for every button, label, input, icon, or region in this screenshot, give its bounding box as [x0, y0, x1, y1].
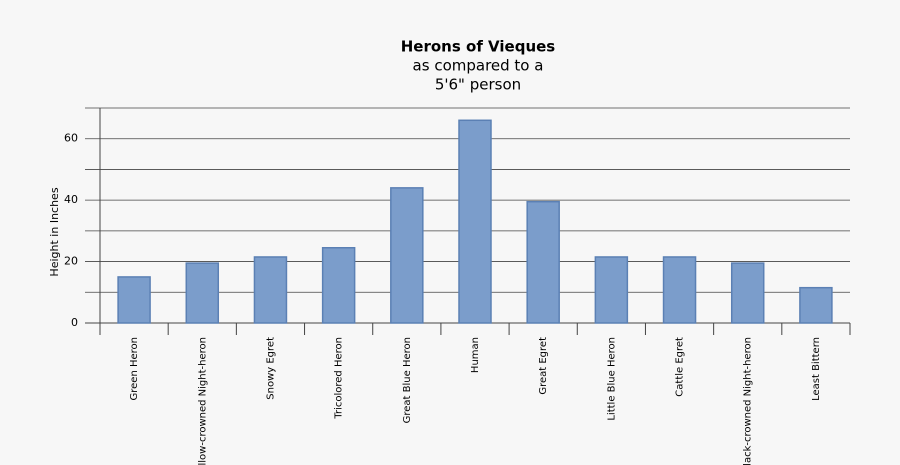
y-tick-label: 60: [64, 132, 78, 145]
x-tick-label: Yellow-crowned Night-heron: [197, 337, 208, 465]
bar: [185, 262, 220, 324]
x-tick-label: Tricolored Heron: [334, 337, 345, 420]
bar: [594, 256, 629, 324]
x-tick-label: Human: [470, 337, 481, 373]
x-tick-label: Snowy Egret: [265, 337, 276, 400]
bar: [117, 276, 151, 324]
chart-title: Herons of Vieques: [401, 38, 556, 56]
x-tick-label: Great Blue Heron: [402, 337, 413, 423]
x-tick-label: Green Heron: [129, 337, 140, 400]
chart-subtitle: 5'6" person: [435, 76, 521, 94]
y-tick-label: 0: [71, 316, 78, 329]
x-tick-label: Great Egret: [538, 337, 549, 395]
x-tick-label: Little Blue Heron: [606, 337, 617, 421]
bar: [662, 256, 697, 324]
bar: [321, 247, 356, 324]
bar: [526, 200, 560, 324]
y-axis-label: Height in Inches: [48, 187, 61, 276]
x-tick-label: Cattle Egret: [675, 337, 686, 397]
bar: [253, 256, 288, 324]
x-tick-label: Black-crowned Night-heron: [743, 337, 754, 465]
bar: [390, 187, 424, 324]
bar: [730, 262, 765, 324]
bar: [458, 119, 492, 324]
x-tick-label: Least Bittern: [811, 337, 822, 401]
y-tick-label: 40: [64, 193, 78, 206]
bar: [799, 286, 833, 324]
y-tick-label: 20: [64, 255, 78, 268]
chart-subtitle: as compared to a: [413, 57, 544, 75]
